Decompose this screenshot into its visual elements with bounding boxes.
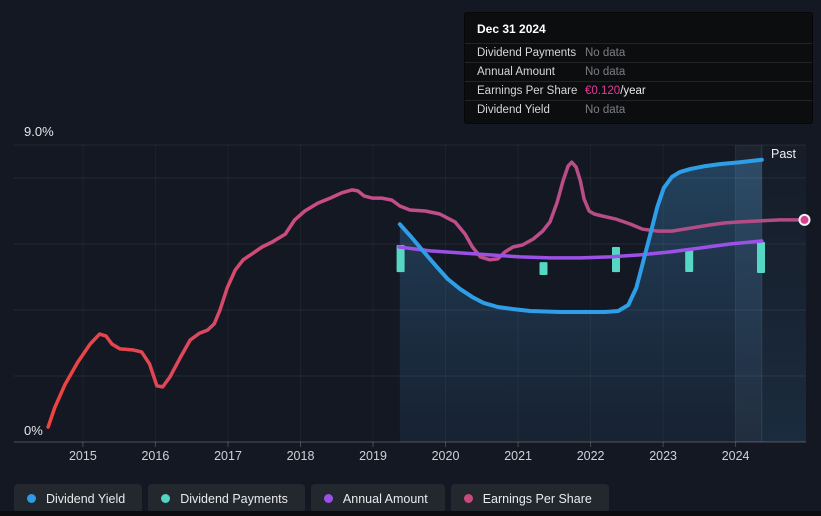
- bottom-edge-strip: [0, 511, 821, 516]
- y-axis-max-label: 9.0%: [24, 124, 54, 139]
- tooltip-label: Dividend Payments: [477, 47, 577, 59]
- x-tick-label: 2021: [504, 449, 532, 463]
- tooltip-date: Dec 31 2024: [477, 22, 546, 36]
- tooltip-row-dividend-payments: Dividend Payments No data: [465, 43, 812, 62]
- x-tick-label: 2019: [359, 449, 387, 463]
- legend-item-dividend-yield[interactable]: Dividend Yield: [14, 484, 143, 513]
- x-tick-label: 2015: [69, 449, 97, 463]
- dividend-yield-line: [397, 157, 764, 314]
- tooltip-row-earnings-per-share: Earnings Per Share €0.120/year: [465, 81, 812, 100]
- x-tick-label: 2022: [577, 449, 605, 463]
- tooltip-value: No data: [585, 47, 626, 59]
- earnings-per-share-line: [46, 160, 807, 429]
- dividend-yield-dot-icon: [27, 494, 36, 503]
- x-tick-label: 2023: [649, 449, 677, 463]
- tooltip-value-unit: /year: [620, 85, 646, 97]
- future-region-fill: [761, 145, 806, 442]
- annual-amount-dot-icon: [323, 494, 333, 503]
- dividend-payment-bar[interactable]: [757, 242, 765, 273]
- past-region-label: Past: [771, 147, 797, 161]
- x-tick-label: 2020: [432, 449, 460, 463]
- eps-hover-point[interactable]: [798, 213, 811, 226]
- dividend-payment-bar[interactable]: [539, 262, 548, 275]
- dividend-payment-bar[interactable]: [396, 245, 405, 273]
- y-axis-min-label: 0%: [24, 423, 43, 438]
- x-tick-label: 2024: [722, 449, 750, 463]
- x-tick-label: 2016: [141, 449, 169, 463]
- chart-legend: Dividend Yield Dividend Payments Annual …: [14, 484, 609, 513]
- tooltip-value-eps: €0.120: [585, 85, 621, 97]
- x-tick-label: 2017: [214, 449, 242, 463]
- tooltip-value: No data: [585, 66, 626, 78]
- tooltip-row-annual-amount: Annual Amount No data: [465, 62, 812, 81]
- x-tick-label: 2018: [287, 449, 315, 463]
- legend-item-dividend-payments[interactable]: Dividend Payments: [148, 484, 305, 513]
- legend-label: Dividend Payments: [180, 491, 288, 506]
- tooltip-label: Earnings Per Share: [477, 85, 578, 97]
- tooltip-label: Dividend Yield: [477, 104, 550, 116]
- earnings-per-share-dot-icon: [463, 494, 473, 503]
- legend-label: Annual Amount: [342, 491, 428, 506]
- legend-label: Dividend Yield: [46, 491, 126, 506]
- dividend-payment-bar[interactable]: [612, 247, 620, 273]
- legend-label: Earnings Per Share: [482, 491, 592, 506]
- annual-amount-line: [397, 239, 764, 260]
- tooltip-value: No data: [585, 104, 626, 116]
- dividend-payments-dot-icon: [161, 494, 171, 503]
- legend-item-annual-amount[interactable]: Annual Amount: [310, 484, 445, 513]
- chart-tooltip: Dec 31 2024 Dividend Payments No data An…: [465, 13, 812, 123]
- tooltip-label: Annual Amount: [477, 66, 556, 78]
- legend-item-earnings-per-share[interactable]: Earnings Per Share: [450, 484, 609, 513]
- tooltip-row-dividend-yield: Dividend Yield No data: [465, 100, 812, 119]
- dividend-payment-bar[interactable]: [685, 249, 694, 272]
- hover-highlight-band: [734, 145, 762, 442]
- dividend-yield-area: [399, 159, 762, 443]
